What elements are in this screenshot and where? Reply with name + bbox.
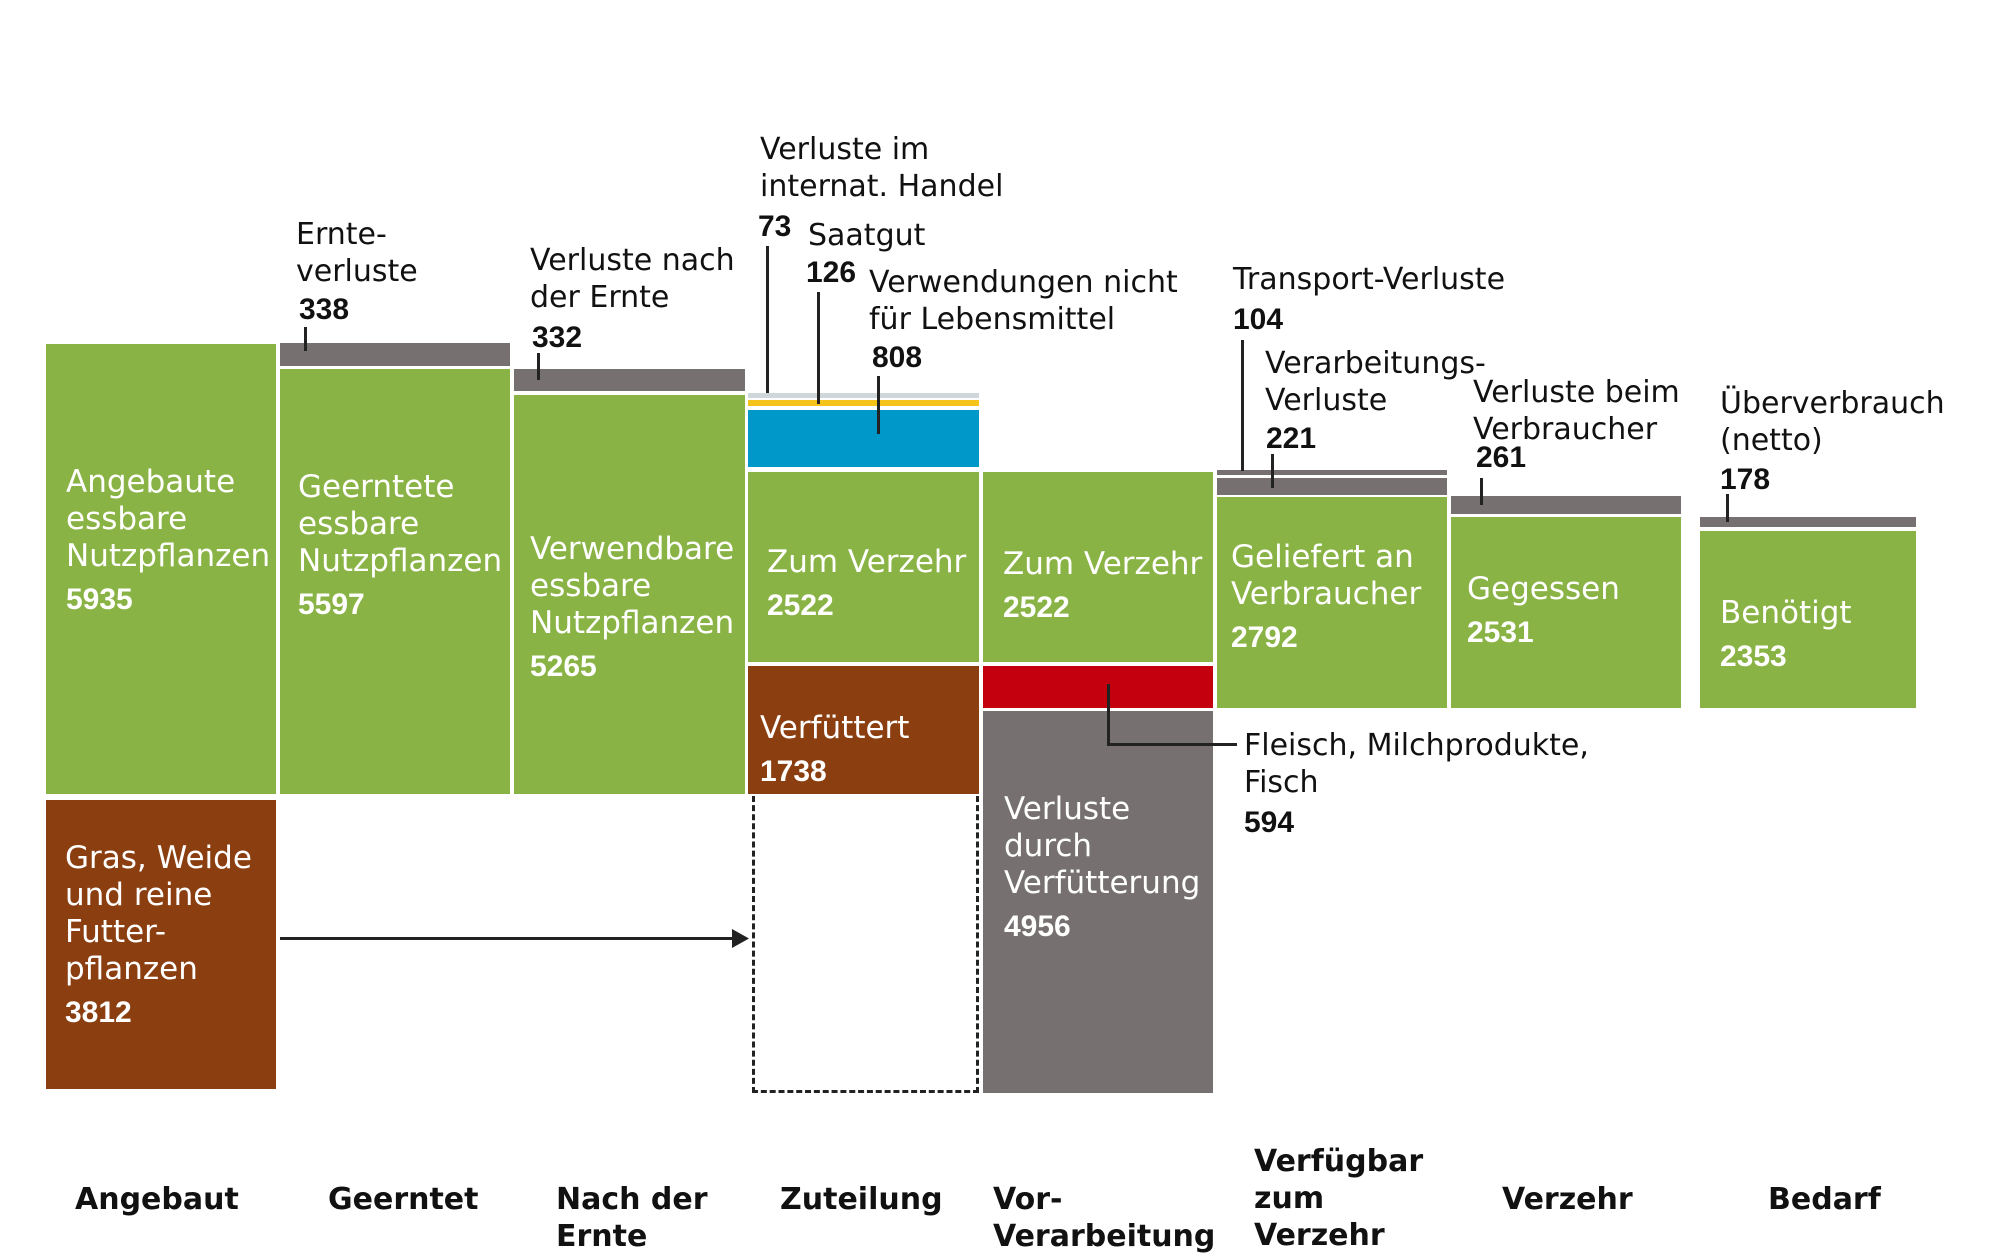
block-label: Geerntete essbare Nutzpflanzen: [298, 469, 503, 579]
leader-line-ernteverluste: [304, 327, 307, 351]
callout-value-nicht-lebensmittel: 808: [872, 341, 923, 374]
arrow-head-icon: [732, 929, 749, 948]
block-label: Verluste durch Verfütterung: [1004, 791, 1201, 901]
block-zum-verzehr-verarbeitung: Zum Verzehr 2522: [983, 472, 1213, 662]
leader-line-fleisch-horizontal: [1107, 743, 1237, 746]
callout-label-transport: Transport-Verluste: [1233, 262, 1506, 297]
callout-label-fleisch: Fleisch, Milchprodukte, Fisch: [1244, 728, 1589, 800]
stage-label-geerntet: Geerntet: [328, 1182, 479, 1217]
callout-label-handel: Verluste im internat. Handel: [760, 132, 1004, 204]
bar-fleisch-milchprodukte: [983, 666, 1213, 708]
block-label: Zum Verzehr: [767, 544, 967, 580]
block-value: 4956: [1004, 910, 1071, 943]
block-value: 2522: [1003, 591, 1070, 624]
block-value: 2792: [1231, 621, 1298, 654]
block-value: 2531: [1467, 616, 1534, 649]
callout-label-nach-ernte: Verluste nach der Ernte: [530, 243, 735, 315]
loss-bar-nach-ernte: [514, 369, 745, 391]
block-value: 2522: [767, 589, 834, 622]
block-angebaute-nutzpflanzen: Angebaute essbare Nutzpflanzen 5935: [46, 344, 276, 794]
dashed-feed-box: [752, 796, 979, 1093]
callout-value-handel: 73: [758, 210, 792, 243]
block-verfuettert: Verfüttert 1738: [748, 666, 979, 794]
block-zum-verzehr-zuteilung: Zum Verzehr 2522: [748, 472, 979, 662]
block-verluste-verfuetterung: Verluste durch Verfütterung 4956: [983, 711, 1213, 1093]
stage-label-verzehr: Verzehr: [1502, 1182, 1633, 1217]
bar-handel-verluste: [748, 393, 979, 398]
leader-line-handel: [766, 246, 769, 393]
block-geerntete-nutzpflanzen: Geerntete essbare Nutzpflanzen 5597: [280, 369, 510, 794]
block-label: Zum Verzehr: [1003, 546, 1203, 582]
leader-line-fleisch: [1107, 684, 1110, 746]
leader-line-nach-ernte: [537, 353, 540, 380]
leader-line-verbraucher: [1480, 478, 1483, 505]
loss-bar-verbraucher: [1451, 496, 1681, 514]
leader-line-transport: [1241, 340, 1244, 471]
block-label: Gegessen: [1467, 571, 1620, 607]
arrow-feed-line: [280, 937, 736, 940]
block-benoetigt: Benötigt 2353: [1700, 531, 1916, 708]
callout-label-ueberverbrauch: Überverbrauch (netto): [1720, 386, 1945, 458]
callout-label-ernteverluste: Ernte- verluste: [296, 217, 418, 289]
leader-line-ueberverbrauch: [1726, 494, 1729, 522]
stage-label-nach-ernte: Nach der Ernte: [556, 1182, 708, 1254]
stage-label-bedarf: Bedarf: [1768, 1182, 1881, 1217]
block-label: Benötigt: [1720, 595, 1852, 631]
block-value: 5935: [66, 583, 133, 616]
leader-line-verarbeitung: [1271, 454, 1274, 488]
leader-line-saatgut: [817, 292, 820, 404]
callout-value-saatgut: 126: [806, 256, 857, 289]
callout-label-saatgut: Saatgut: [808, 218, 926, 253]
block-label: Verfüttert: [760, 710, 910, 746]
callout-value-fleisch: 594: [1244, 806, 1295, 839]
leader-line-nicht-lebensmittel: [877, 376, 880, 434]
callout-label-verbraucher: Verluste beim Verbraucher: [1473, 375, 1680, 447]
block-gegessen: Gegessen 2531: [1451, 517, 1681, 708]
block-label: Angebaute essbare Nutzpflanzen: [66, 464, 271, 574]
block-value: 1738: [760, 755, 827, 788]
stage-label-zuteilung: Zuteilung: [780, 1182, 943, 1217]
bar-verarbeitungs-verluste: [1217, 478, 1447, 495]
block-value: 5597: [298, 588, 365, 621]
block-value: 5265: [530, 650, 597, 683]
block-value: 3812: [65, 996, 132, 1029]
bar-saatgut: [748, 400, 979, 406]
bar-ueberverbrauch: [1700, 517, 1916, 527]
block-gras-weide: Gras, Weide und reine Futter- pflanzen 3…: [46, 800, 276, 1089]
callout-value-verbraucher: 261: [1476, 441, 1527, 474]
stage-label-angebaut: Angebaut: [75, 1182, 239, 1217]
stage-label-verfuegbar: Verfügbar zum Verzehr: [1254, 1144, 1424, 1253]
block-geliefert-an-verbraucher: Geliefert an Verbraucher 2792: [1217, 497, 1447, 708]
callout-value-ueberverbrauch: 178: [1720, 463, 1771, 496]
callout-value-transport: 104: [1233, 303, 1284, 336]
callout-value-nach-ernte: 332: [532, 321, 583, 354]
callout-value-ernteverluste: 338: [299, 293, 350, 326]
callout-label-nicht-lebensmittel: Verwendungen nicht für Lebensmittel: [869, 265, 1178, 337]
callout-label-verarbeitung: Verarbeitungs- Verluste: [1265, 346, 1486, 418]
bar-transport-verluste: [1217, 470, 1447, 475]
block-value: 2353: [1720, 640, 1787, 673]
stage-label-vor-verarbeitung: Vor- Verarbeitung: [993, 1182, 1216, 1254]
block-verwendbare-nutzpflanzen: Verwendbare essbare Nutzpflanzen 5265: [514, 395, 745, 794]
loss-bar-ernteverluste: [280, 343, 510, 366]
block-label: Gras, Weide und reine Futter- pflanzen: [65, 840, 252, 987]
callout-value-verarbeitung: 221: [1266, 422, 1317, 455]
block-label: Verwendbare essbare Nutzpflanzen: [530, 531, 735, 641]
bar-nicht-lebensmittel: [748, 410, 979, 467]
block-label: Geliefert an Verbraucher: [1231, 539, 1422, 612]
